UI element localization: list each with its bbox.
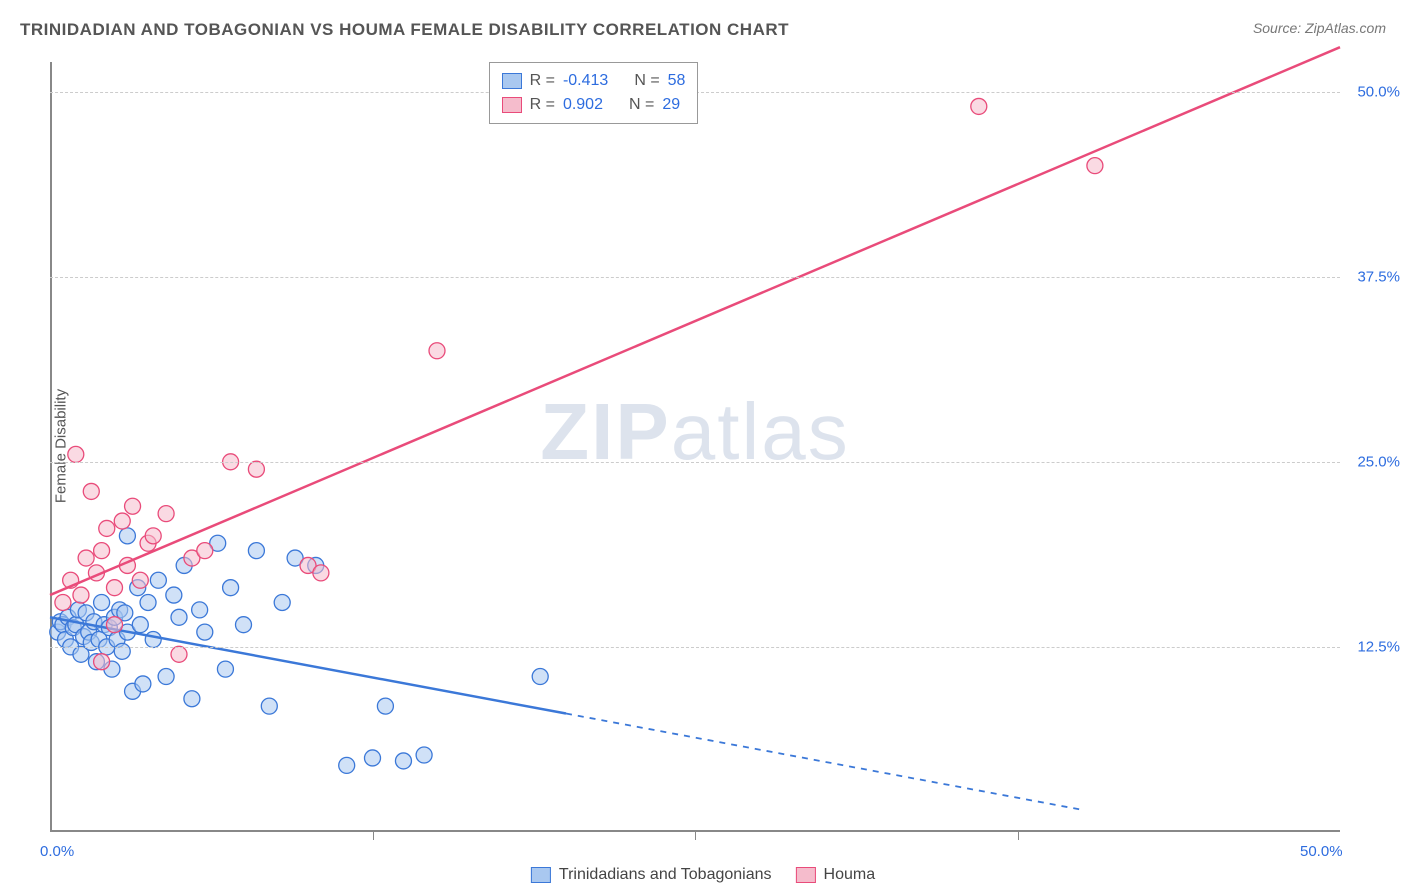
legend-stats-row: R = -0.413 N = 58 bbox=[502, 69, 686, 93]
plot-area: ZIPatlas 12.5%25.0%37.5%50.0%0.0%50.0% bbox=[50, 62, 1340, 832]
legend-item-series1: Trinidadians and Tobagonians bbox=[531, 866, 772, 884]
y-tick-label: 12.5% bbox=[1357, 638, 1400, 655]
n-value: 58 bbox=[668, 69, 686, 93]
n-value: 29 bbox=[662, 93, 680, 117]
x-tick bbox=[695, 832, 696, 840]
legend-bottom: Trinidadians and Tobagonians Houma bbox=[531, 866, 875, 884]
swatch-series2 bbox=[796, 867, 816, 883]
source-attribution: Source: ZipAtlas.com bbox=[1253, 20, 1386, 36]
n-label: N = bbox=[629, 93, 654, 117]
x-tick-label: 0.0% bbox=[40, 843, 74, 860]
gridline-h bbox=[50, 462, 1340, 463]
x-tick bbox=[1018, 832, 1019, 840]
gridline-h bbox=[50, 277, 1340, 278]
chart-svg bbox=[50, 62, 1340, 832]
y-tick-label: 37.5% bbox=[1357, 268, 1400, 285]
chart-container: TRINIDADIAN AND TOBAGONIAN VS HOUMA FEMA… bbox=[0, 0, 1406, 892]
x-tick-label: 50.0% bbox=[1300, 843, 1343, 860]
x-tick bbox=[373, 832, 374, 840]
gridline-h bbox=[50, 647, 1340, 648]
swatch-series1 bbox=[531, 867, 551, 883]
r-label: R = bbox=[530, 93, 555, 117]
r-value: 0.902 bbox=[563, 93, 603, 117]
y-tick-label: 25.0% bbox=[1357, 453, 1400, 470]
swatch-icon bbox=[502, 97, 522, 113]
r-value: -0.413 bbox=[563, 69, 608, 93]
chart-title: TRINIDADIAN AND TOBAGONIAN VS HOUMA FEMA… bbox=[20, 20, 789, 40]
r-label: R = bbox=[530, 69, 555, 93]
legend-item-series2: Houma bbox=[796, 866, 876, 884]
swatch-icon bbox=[502, 73, 522, 89]
legend-stats: R =-0.413N =58R =0.902N =29 bbox=[489, 62, 699, 124]
y-tick-label: 50.0% bbox=[1357, 83, 1400, 100]
legend-stats-row: R = 0.902 N = 29 bbox=[502, 93, 686, 117]
legend-label-series1: Trinidadians and Tobagonians bbox=[559, 866, 772, 884]
legend-label-series2: Houma bbox=[824, 866, 876, 884]
n-label: N = bbox=[634, 69, 659, 93]
